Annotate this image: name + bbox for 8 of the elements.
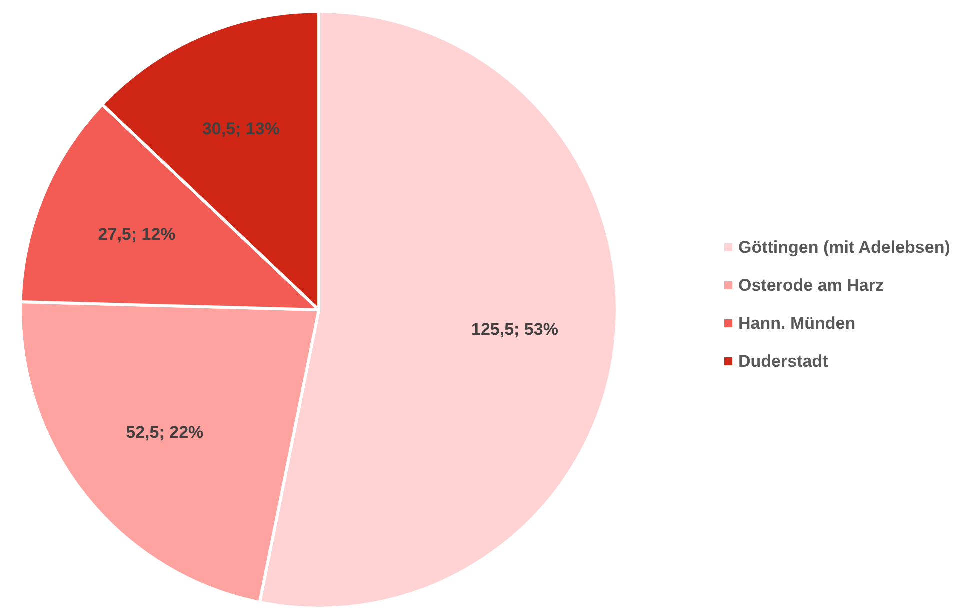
data-label: 27,5; 12% [98,225,176,244]
legend-label: Osterode am Harz [738,276,884,295]
legend-label: Hann. Münden [738,314,856,333]
data-label: 30,5; 13% [202,120,280,139]
data-label: 125,5; 53% [471,320,558,340]
legend-label: Göttingen (mit Adelebsen) [738,238,950,257]
data-label: 52,5; 22% [126,423,204,442]
legend-label: Duderstadt [738,352,829,371]
